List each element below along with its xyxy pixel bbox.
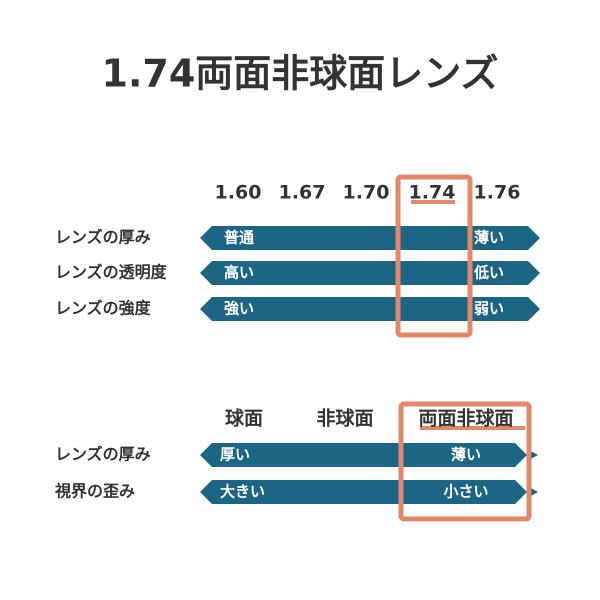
- band-left-text: 厚い: [220, 446, 250, 464]
- highlight-frame: [398, 401, 532, 522]
- row-label: レンズの厚み: [55, 228, 151, 247]
- arrow-band: [200, 226, 540, 250]
- band-left-text: 高い: [224, 264, 254, 282]
- column-header: 1.67: [279, 182, 326, 204]
- band-right-text: 弱い: [474, 300, 504, 318]
- column-header: 1.60: [215, 182, 262, 204]
- arrow-band: [200, 261, 540, 285]
- row-label: レンズの透明度: [55, 263, 168, 282]
- band-left-text: 強い: [224, 300, 254, 318]
- column-header: 非球面: [316, 407, 373, 430]
- column-header: 1.76: [474, 182, 521, 204]
- row-label: 視界の歪み: [54, 482, 135, 501]
- arrow-band: [200, 480, 527, 504]
- arrow-band: [200, 297, 540, 321]
- column-header: 両面非球面: [418, 407, 513, 430]
- band-right-text: 薄い: [451, 446, 481, 464]
- row-label: レンズの厚み: [55, 445, 151, 464]
- arrow-band: [200, 443, 527, 467]
- title: 1.74両面非球面レンズ: [102, 52, 499, 96]
- band-right-text: 小さい: [443, 483, 488, 501]
- band-left-text: 大きい: [220, 483, 265, 501]
- highlight-frame: [395, 174, 473, 338]
- row-label: レンズの強度: [55, 299, 152, 318]
- column-header: 1.74: [409, 182, 456, 204]
- band-right-text: 低い: [473, 264, 504, 282]
- band-right-text: 薄い: [474, 229, 504, 247]
- column-header: 1.70: [343, 182, 390, 204]
- column-header: 球面: [225, 407, 263, 430]
- band-left-text: 普通: [224, 229, 254, 247]
